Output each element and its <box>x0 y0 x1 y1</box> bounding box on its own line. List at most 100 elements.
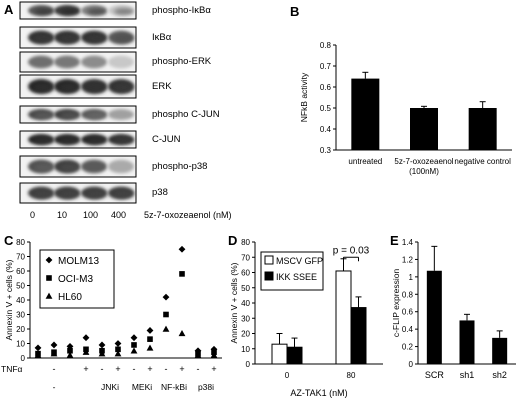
c-ytick-label-5: 50 <box>16 282 25 291</box>
b-ylabel: NFkB activity <box>299 72 309 122</box>
band-6-3 <box>108 159 134 174</box>
panel-b-chart: 0.3 0.4 0.5 0.6 0.7 0.8 NFkB activity untreated… <box>299 41 512 176</box>
c-tnf-label: TNFα <box>1 364 23 374</box>
c-pt-0-0 <box>34 344 42 352</box>
e-ytick-label-0: 0 <box>409 360 414 369</box>
c-group-1: JNKi <box>101 382 119 392</box>
c-tnf-mark-3: + <box>115 364 120 374</box>
b-cat-0: untreated <box>348 157 382 166</box>
band-core-1-1 <box>60 34 80 43</box>
dose-10: 10 <box>57 210 68 220</box>
panel-a-letter: A <box>4 2 14 17</box>
c-pt-2-6 <box>130 347 138 354</box>
band-core-5-1 <box>60 137 80 144</box>
c-pt-1-7 <box>147 336 153 342</box>
d-ytick-label-4: 40 <box>241 299 250 308</box>
c-tnf-mark-2: - <box>101 364 104 374</box>
c-legend-marker-1 <box>46 275 52 281</box>
b-ytick-label-0: 0.3 <box>320 146 332 155</box>
d-ytick-label-2: 20 <box>241 330 250 339</box>
blot-label-6: phospho-p38 <box>152 160 208 172</box>
e-ytick-label-3: 0.6 <box>402 308 414 317</box>
blot-label-1: IκBα <box>152 31 172 43</box>
band-core-4-2 <box>87 112 107 119</box>
e-cat-2: sh2 <box>492 370 507 380</box>
c-ytick-label-3: 30 <box>16 311 25 320</box>
c-group-3: NF-kBi <box>161 382 187 392</box>
panel-e-chart: 0 0.2 0.4 0.6 0.8 1 1.2 1.4 c-FLIP expression SCR… <box>391 238 516 380</box>
blot-1 <box>19 26 137 49</box>
c-pt-0-1 <box>50 341 58 349</box>
c-ytick-label-6: 60 <box>16 267 25 276</box>
d-legend-swatch-0 <box>264 255 274 265</box>
band-core-0-2 <box>87 8 107 15</box>
c-pt-2-7 <box>146 344 154 351</box>
band-2-1 <box>54 55 80 69</box>
d-ytick-label-7: 70 <box>241 253 250 262</box>
blot-5 <box>19 130 137 149</box>
band-2-0 <box>28 55 54 69</box>
c-ytick-label-4: 40 <box>16 296 25 305</box>
e-bar-2 <box>492 337 508 364</box>
band-core-7-0 <box>34 190 54 198</box>
b-ytick-label-2: 0.5 <box>320 104 332 113</box>
b-bar-0 <box>351 78 380 150</box>
b-ytick-label-4: 0.7 <box>320 62 332 71</box>
band-core-5-0 <box>34 137 54 144</box>
band-core-3-2 <box>87 82 107 93</box>
c-pt-0-4 <box>98 341 106 349</box>
d-ytick-label-8: 80 <box>241 238 250 247</box>
d-ytick-label-1: 10 <box>241 345 250 354</box>
band-core-4-1 <box>60 112 80 119</box>
blot-label-0: phospho-IκBα <box>152 4 211 16</box>
e-bar-0 <box>426 270 442 364</box>
blot-label-5: C-JUN <box>152 133 181 145</box>
panel-d-chart: 0 10 20 30 40 50 60 70 80 Annexin V + cells (%) 0 8… <box>229 238 383 398</box>
band-core-5-3 <box>114 137 134 144</box>
c-legend: MOLM13 OCI-M3 HL60 <box>39 249 115 309</box>
band-core-0-1 <box>60 8 80 15</box>
c-legend-box <box>39 249 115 309</box>
d-cat-1: 80 <box>347 371 356 380</box>
c-pt-1-9 <box>179 271 185 277</box>
c-pt-0-5 <box>114 340 122 347</box>
c-ytick-label-0: 0 <box>21 354 26 363</box>
c-group-2: MEKi <box>132 382 152 392</box>
c-pt-2-2 <box>66 351 74 358</box>
c-tnf-mark-8: - <box>197 364 200 374</box>
blot-6 <box>19 155 137 178</box>
c-tnf-mark-7: + <box>179 364 184 374</box>
band-6-2 <box>81 159 107 174</box>
c-pt-1-2 <box>67 347 73 354</box>
c-pt-0-9 <box>178 245 186 253</box>
b-ytick-label-3: 0.6 <box>320 83 332 92</box>
band-4-3 <box>108 109 134 120</box>
d-bar-1-1 <box>350 307 367 365</box>
panel-c-letter: C <box>4 233 14 248</box>
c-legend-label-2: HL60 <box>58 292 82 303</box>
c-pt-0-6 <box>130 334 138 342</box>
band-core-0-3 <box>114 8 134 15</box>
c-pt-0-11 <box>210 345 218 353</box>
c-pt-2-3 <box>82 348 90 355</box>
e-ytick-label-1: 0.2 <box>402 343 414 352</box>
band-core-3-3 <box>114 82 134 93</box>
d-ytick-label-3: 30 <box>241 314 250 323</box>
b-ytick-label-5: 0.8 <box>320 41 332 50</box>
band-core-1-3 <box>114 34 134 43</box>
c-tnf-mark-0: - <box>53 364 56 374</box>
band-core-6-1 <box>60 163 80 172</box>
d-legend-label-1: IKK SSEE <box>276 272 317 282</box>
panel-c-chart: 0 10 20 30 40 50 60 70 80 Annexin V + cells (%) MO… <box>1 238 222 392</box>
d-ylabel: Annexin V + cells (%) <box>229 262 239 343</box>
c-pt-2-11 <box>210 351 218 358</box>
c-pt-0-7 <box>146 327 154 334</box>
c-tnf-mark-6: - <box>165 364 168 374</box>
dose-axis-label: 5z-7-oxozeaenol (nM) <box>144 210 232 220</box>
e-ytick-label-2: 0.4 <box>402 325 414 334</box>
c-legend-label-0: MOLM13 <box>58 256 100 267</box>
e-cat-1: sh1 <box>460 370 475 380</box>
panel-a-blots <box>19 1 137 204</box>
blot-label-7: p38 <box>152 187 168 198</box>
c-pt-1-5 <box>115 346 121 353</box>
